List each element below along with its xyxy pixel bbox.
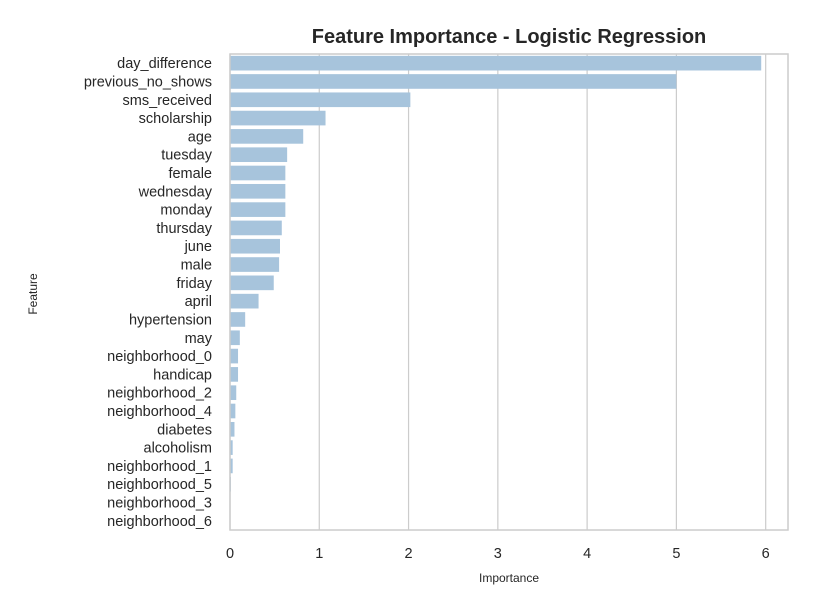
category-label: hypertension bbox=[129, 312, 212, 328]
category-label: may bbox=[185, 331, 213, 347]
category-label: wednesday bbox=[138, 184, 213, 200]
category-label: sms_received bbox=[123, 93, 212, 109]
category-label: tuesday bbox=[161, 148, 213, 164]
category-label: scholarship bbox=[139, 111, 212, 127]
bar bbox=[230, 421, 235, 437]
bar bbox=[230, 92, 411, 108]
x-tick-label: 6 bbox=[762, 546, 770, 562]
bar bbox=[230, 440, 233, 455]
bar bbox=[230, 74, 677, 89]
plot-frame bbox=[229, 53, 789, 531]
category-labels: day_difference previous_no_shows sms_recei… bbox=[84, 56, 213, 530]
category-label: male bbox=[181, 258, 212, 274]
bar bbox=[230, 257, 280, 272]
category-label: previous_no_shows bbox=[84, 74, 212, 90]
bar bbox=[230, 202, 286, 217]
bar bbox=[230, 110, 326, 126]
category-label: neighborhood_0 bbox=[107, 349, 212, 365]
bar bbox=[230, 367, 239, 382]
category-label: neighborhood_2 bbox=[107, 386, 212, 402]
bar bbox=[230, 312, 246, 327]
bar bbox=[230, 165, 286, 181]
x-tick-label: 5 bbox=[672, 546, 680, 562]
bar bbox=[230, 348, 239, 364]
category-label: neighborhood_4 bbox=[107, 404, 212, 420]
category-label: thursday bbox=[156, 221, 212, 237]
bar bbox=[230, 275, 274, 291]
bar bbox=[230, 458, 233, 474]
category-label: neighborhood_6 bbox=[107, 514, 212, 530]
category-label: neighborhood_5 bbox=[107, 477, 212, 493]
bar bbox=[230, 129, 304, 144]
category-label: monday bbox=[160, 203, 212, 219]
category-label: alcoholism bbox=[144, 441, 213, 457]
x-tick-labels: 0 1 2 3 4 5 6 bbox=[226, 546, 770, 562]
category-label: female bbox=[168, 166, 212, 182]
y-axis-label: Feature bbox=[26, 273, 40, 315]
category-label: age bbox=[188, 129, 212, 145]
x-tick-label: 3 bbox=[494, 546, 502, 562]
bar bbox=[230, 293, 259, 309]
bar bbox=[230, 147, 288, 163]
x-tick-label: 1 bbox=[315, 546, 323, 562]
bar bbox=[230, 238, 280, 254]
bars bbox=[230, 55, 762, 529]
bar bbox=[230, 330, 240, 346]
category-label: friday bbox=[177, 276, 213, 292]
category-label: june bbox=[184, 239, 212, 255]
category-label: neighborhood_3 bbox=[107, 496, 212, 512]
category-label: diabetes bbox=[157, 422, 212, 438]
bar bbox=[230, 220, 282, 236]
chart-title: Feature Importance - Logistic Regression bbox=[312, 26, 707, 48]
bar bbox=[230, 183, 286, 199]
bar bbox=[230, 385, 237, 401]
category-label: handicap bbox=[153, 367, 212, 383]
x-axis-label: Importance bbox=[479, 571, 539, 585]
x-tick-label: 4 bbox=[583, 546, 591, 562]
category-label: day_difference bbox=[117, 56, 212, 72]
category-label: neighborhood_1 bbox=[107, 459, 212, 475]
bar bbox=[230, 55, 762, 71]
category-label: april bbox=[185, 294, 212, 310]
x-tick-label: 0 bbox=[226, 546, 234, 562]
bar bbox=[230, 403, 236, 419]
grid-lines bbox=[229, 54, 767, 530]
x-tick-label: 2 bbox=[405, 546, 413, 562]
